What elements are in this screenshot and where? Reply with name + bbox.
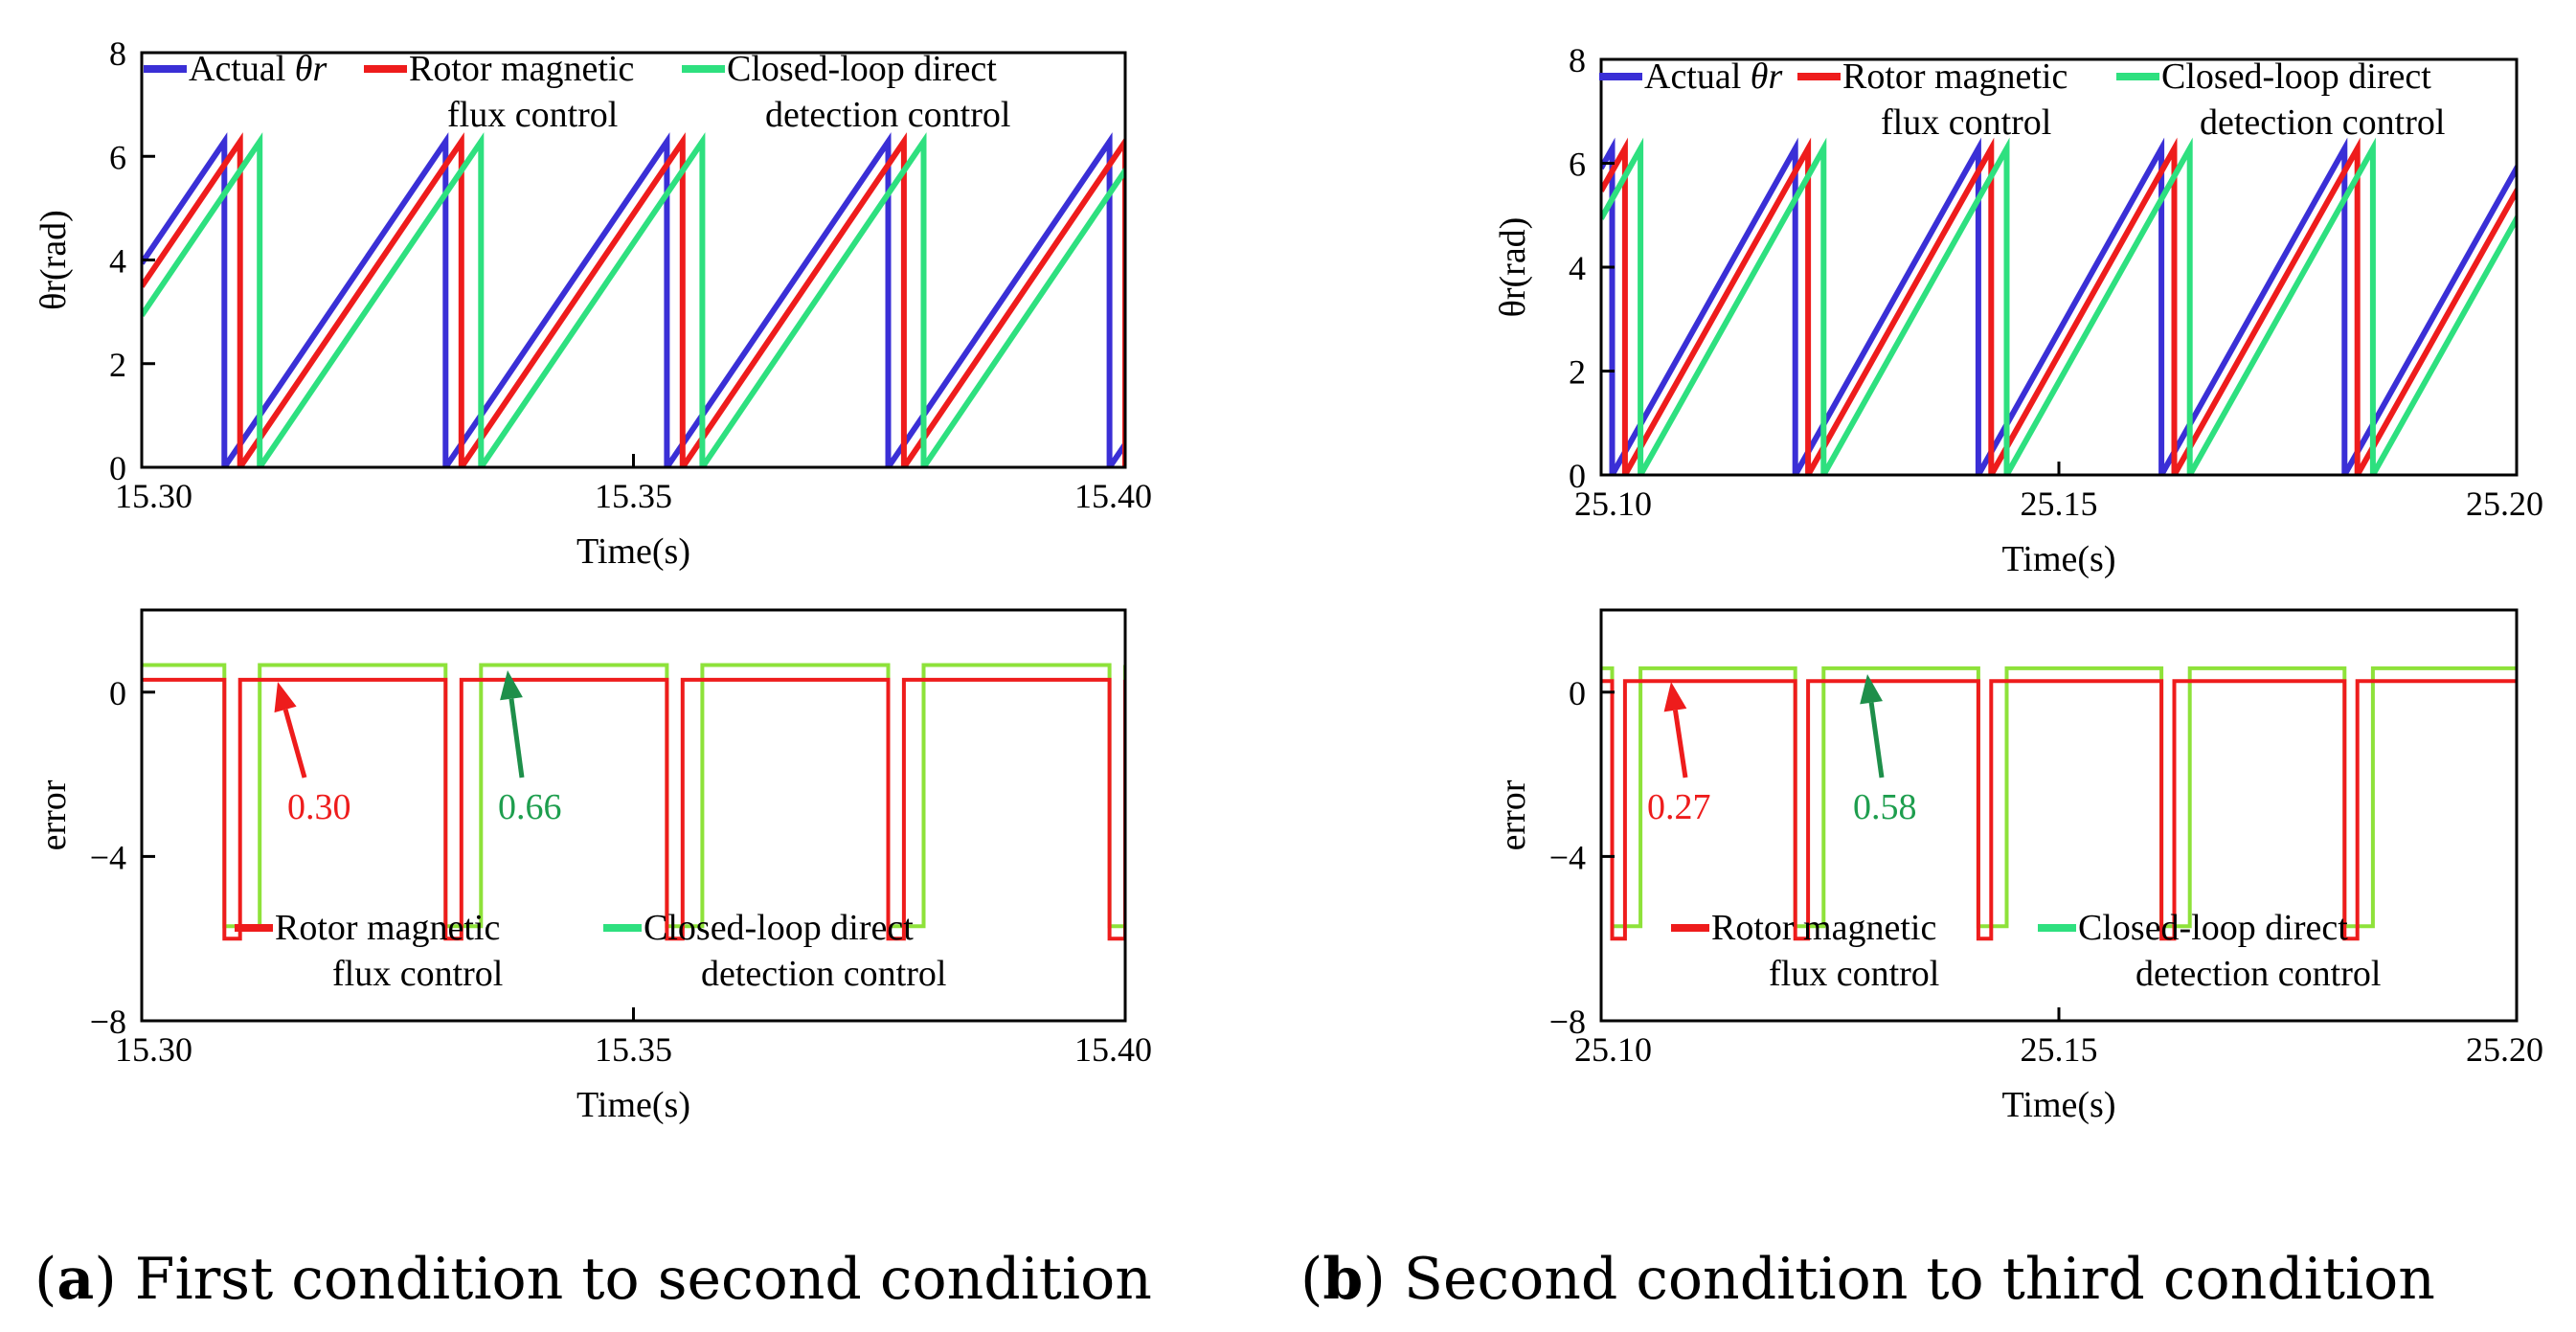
y-axis-label: error	[34, 779, 74, 850]
annotation-arrow-shaft	[282, 709, 307, 779]
legend-text-italic: θr	[295, 49, 328, 89]
y-tick-label: 6	[1569, 146, 1586, 184]
series-line-rotor	[142, 677, 1125, 941]
caption-b: (b) Second condition to third condition	[1300, 1246, 2435, 1313]
plot-area	[1601, 666, 2517, 941]
legend-label-line2: detection control	[701, 954, 946, 994]
annotation-label: 0.58	[1853, 787, 1917, 827]
legend-text: Actual	[1644, 56, 1751, 97]
series-line-closed_error	[1601, 666, 2517, 929]
chart-b-top: 25.10 25.15 25.20 0 2 4 6 8 Time(s) θr(rad) Actual…	[1493, 41, 2543, 579]
legend-label-line2: detection control	[2135, 954, 2381, 994]
x-axis-label: Time(s)	[576, 1085, 690, 1125]
legend-text-italic: θr	[1751, 56, 1783, 97]
y-tick-label: 8	[109, 34, 126, 73]
y-tick-label: −8	[90, 1003, 126, 1041]
y-tick-label: 2	[109, 346, 126, 384]
series-line-rotor	[1601, 679, 2517, 941]
legend-label-rotor: Rotor magnetic	[1842, 56, 2068, 97]
annotation-arrow-head	[274, 682, 297, 713]
annotation-arrow-head	[500, 670, 523, 701]
y-tick-label: 0	[109, 674, 126, 712]
y-axis-label: θr(rad)	[34, 210, 74, 310]
legend-label-closed: Closed-loop direct	[2161, 56, 2431, 97]
plot-area	[1601, 137, 2517, 475]
legend-text: Rotor magnetic	[409, 49, 634, 89]
plot-area	[142, 132, 1125, 467]
y-tick-label: 2	[1569, 353, 1586, 392]
y-tick-label: 0	[109, 449, 126, 487]
x-tick-label: 15.40	[1074, 477, 1152, 515]
legend-label-actual: Actual θr	[189, 49, 327, 89]
annotation-arrow-shaft	[1672, 710, 1688, 779]
annotation-arrow-shaft	[1868, 702, 1885, 779]
legend-label-rotor: Rotor magnetic	[409, 49, 634, 89]
legend-text: Rotor magnetic	[1842, 56, 2068, 97]
legend-label-rotor: Rotor magnetic	[275, 908, 500, 948]
x-axis-label: Time(s)	[576, 531, 690, 572]
y-tick-label: 8	[1569, 41, 1586, 79]
legend-label-closed: Closed-loop direct	[727, 49, 997, 89]
legend-text: Closed-loop direct	[644, 908, 914, 948]
legend-label-line2: detection control	[765, 95, 1010, 135]
caption-a: (a) First condition to second condition	[34, 1246, 1152, 1313]
legend-text: Closed-loop direct	[727, 49, 997, 89]
annotation-label: 0.27	[1647, 787, 1711, 827]
legend-label-line2: flux control	[332, 954, 503, 994]
series-line-closed	[142, 132, 1125, 467]
y-tick-label: 0	[1569, 674, 1586, 712]
x-tick-label: 15.30	[115, 477, 192, 515]
x-tick-label: 25.10	[1574, 485, 1652, 523]
x-tick-label: 25.20	[2466, 1030, 2543, 1069]
annotation-label: 0.66	[498, 787, 562, 827]
series-line-closed	[1601, 137, 2517, 475]
x-tick-label: 25.20	[2466, 485, 2543, 523]
x-tick-label: 15.40	[1074, 1030, 1152, 1069]
x-tick-label: 15.30	[115, 1030, 192, 1069]
legend-label-closed: Closed-loop direct	[644, 908, 914, 948]
legend-text: Rotor magnetic	[275, 908, 500, 948]
y-tick-label: 6	[109, 138, 126, 176]
legend-text: Closed-loop direct	[2161, 56, 2431, 97]
plot-area	[142, 663, 1125, 941]
legend-label-line2: flux control	[447, 95, 618, 135]
legend-label-rotor: Rotor magnetic	[1711, 908, 1936, 948]
legend-text: Closed-loop direct	[2078, 908, 2348, 948]
legend-label-line2: flux control	[1769, 954, 1939, 994]
series-line-rotor	[1601, 137, 2517, 475]
y-tick-label: 4	[109, 242, 126, 281]
x-tick-label: 25.10	[1574, 1030, 1652, 1069]
chart-a-top: 15.30 15.35 15.40 0 2 4 6 8 Time(s) θr(rad) Actual…	[34, 34, 1152, 572]
y-tick-label: −4	[1549, 838, 1586, 876]
legend-label-line2: detection control	[2200, 102, 2445, 143]
y-axis-label: θr(rad)	[1493, 217, 1533, 318]
x-tick-label: 25.15	[2021, 1030, 2098, 1069]
x-tick-label: 25.15	[2021, 485, 2098, 523]
series-line-rotor	[142, 132, 1125, 467]
x-axis-label: Time(s)	[2002, 539, 2116, 579]
y-tick-label: −8	[1549, 1003, 1586, 1041]
legend-label-line2: flux control	[1881, 102, 2051, 143]
y-tick-label: 0	[1569, 457, 1586, 495]
y-tick-label: 4	[1569, 249, 1586, 287]
chart-b-bottom: 25.10 25.15 25.20 0 −4 −8 Time(s) error Rotor ma…	[1493, 608, 2543, 1125]
y-axis-label: error	[1493, 779, 1533, 850]
chart-a-bottom: 15.30 15.35 15.40 0 −4 −8 Time(s) error Rotor ma…	[34, 608, 1152, 1125]
x-tick-label: 15.35	[595, 477, 672, 515]
legend-text: Rotor magnetic	[1711, 908, 1936, 948]
annotation-label: 0.30	[287, 787, 351, 827]
annotation-arrow-head	[1860, 674, 1883, 705]
annotation-arrow-head	[1663, 682, 1687, 712]
x-axis-label: Time(s)	[2002, 1085, 2116, 1125]
legend-text: Actual	[189, 49, 295, 89]
legend-label-actual: Actual θr	[1644, 56, 1782, 97]
y-tick-label: −4	[90, 838, 126, 876]
annotation-arrow-shaft	[508, 698, 525, 779]
x-tick-label: 15.35	[595, 1030, 672, 1069]
legend-label-closed: Closed-loop direct	[2078, 908, 2348, 948]
